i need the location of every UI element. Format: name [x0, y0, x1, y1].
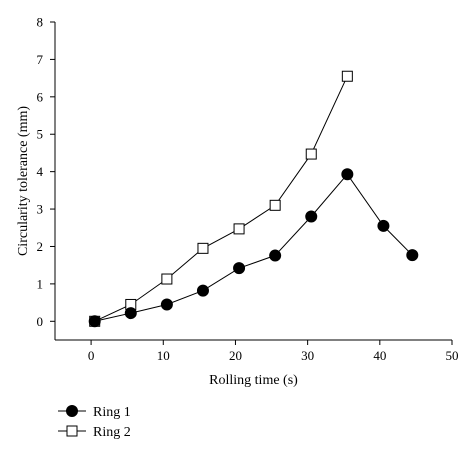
- y-tick-label: 3: [37, 202, 44, 217]
- data-point: [305, 210, 318, 223]
- legend-marker: [66, 405, 78, 417]
- data-point: [88, 315, 101, 328]
- x-tick-label: 30: [301, 348, 314, 363]
- y-tick-label: 6: [37, 89, 44, 104]
- legend-label: Ring 1: [93, 405, 131, 420]
- data-point: [341, 70, 353, 82]
- data-point: [269, 199, 281, 211]
- data-point: [233, 223, 245, 235]
- data-point: [377, 219, 390, 232]
- chart-ticks: 0 1 2 3 4 5 6 7 8 0 10 20 30 40 50: [37, 15, 459, 364]
- x-tick-label: 40: [373, 348, 386, 363]
- data-point: [233, 262, 246, 275]
- data-point: [305, 148, 317, 160]
- series-ring-2: [89, 70, 353, 327]
- data-point: [406, 249, 419, 262]
- y-tick-label: 1: [37, 276, 44, 291]
- y-tick-label: 2: [37, 239, 44, 254]
- y-tick-label: 5: [37, 127, 44, 142]
- legend-item-ring-2: Ring 2: [58, 425, 131, 440]
- x-tick-label: 0: [88, 348, 95, 363]
- y-tick-label: 7: [37, 52, 44, 67]
- legend-label: Ring 2: [93, 425, 131, 440]
- data-point: [124, 307, 137, 320]
- x-tick-label: 10: [157, 348, 170, 363]
- chart-axes: [54, 22, 452, 341]
- y-tick-label: 8: [37, 15, 44, 30]
- data-point: [161, 273, 173, 285]
- series-line: [94, 75, 348, 322]
- series-ring-1: [88, 168, 419, 328]
- y-tick-label: 0: [37, 314, 44, 329]
- x-tick-label: 20: [229, 348, 242, 363]
- data-point: [341, 168, 354, 181]
- data-point: [196, 284, 209, 297]
- data-point: [269, 249, 282, 262]
- x-axis-label: Rolling time (s): [209, 373, 298, 388]
- series-line: [94, 173, 413, 322]
- legend-marker: [66, 425, 78, 437]
- chart-series: [88, 70, 419, 328]
- chart-legend: Ring 1 Ring 2: [58, 405, 131, 440]
- data-point: [197, 242, 209, 254]
- y-tick-label: 4: [37, 164, 44, 179]
- y-axis-label: Circularity tolerance (mm): [16, 106, 31, 256]
- x-tick-label: 50: [446, 348, 459, 363]
- data-point: [160, 298, 173, 311]
- legend-item-ring-1: Ring 1: [58, 405, 131, 420]
